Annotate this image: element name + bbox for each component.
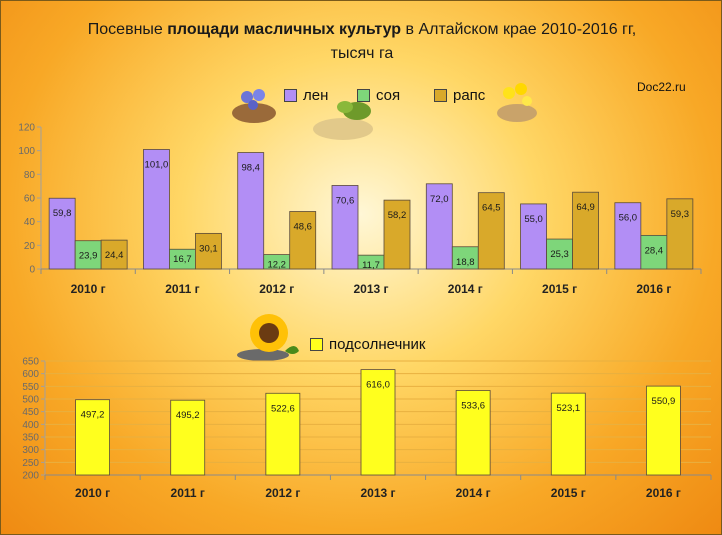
legend-swatch-len: [284, 89, 297, 102]
bar-len: [48, 197, 76, 270]
x-tick-label: 2016 г: [636, 282, 671, 296]
data-label: 16,7: [173, 254, 192, 265]
bar-raps: [195, 232, 222, 270]
y-tick-label: 650: [22, 357, 39, 368]
data-label: 72,0: [430, 194, 449, 205]
bar-raps: [100, 239, 128, 270]
x-tick-label: 2014 г: [448, 282, 483, 296]
y-tick-label: 600: [22, 369, 39, 380]
data-label: 495,2: [176, 410, 200, 421]
data-label: 70,6: [336, 195, 355, 206]
soybeans-image: [313, 101, 373, 140]
y-tick-label: 100: [18, 146, 35, 157]
y-tick-label: 500: [22, 395, 39, 406]
x-tick-label: 2011 г: [171, 486, 205, 500]
bar-raps: [666, 198, 694, 270]
data-label: 56,0: [619, 213, 638, 224]
y-tick-label: 350: [22, 433, 39, 444]
x-tick-label: 2015 г: [542, 282, 577, 296]
bar-raps: [572, 191, 599, 270]
bar-len: [331, 185, 359, 270]
data-label: 30,1: [199, 243, 218, 254]
y-tick-label: 300: [22, 445, 39, 456]
bar-raps: [383, 199, 411, 270]
x-tick-label: 2010 г: [71, 282, 106, 296]
data-label: 28,4: [645, 245, 664, 256]
y-tick-label: 20: [24, 241, 36, 252]
data-label: 58,2: [388, 210, 407, 221]
data-label: 523,1: [556, 403, 580, 414]
x-tick-label: 2016 г: [646, 486, 681, 500]
data-label: 98,4: [241, 163, 260, 174]
data-label: 616,0: [366, 380, 390, 391]
bar-podsolnechnik: [646, 385, 681, 476]
bar-podsolnechnik: [75, 399, 110, 476]
legend-soya: соя: [357, 87, 400, 104]
data-label: 533,6: [461, 400, 485, 411]
bar-podsolnechnik: [455, 390, 491, 476]
bar-podsolnechnik: [550, 392, 586, 476]
y-tick-label: 450: [22, 407, 39, 418]
bar-raps: [477, 192, 505, 270]
bar-raps: [289, 211, 317, 270]
bar-len: [143, 149, 170, 270]
data-label: 59,3: [671, 209, 690, 220]
y-tick-label: 120: [18, 123, 35, 134]
chart-title-unit: тысяч га: [330, 45, 394, 62]
data-label: 12,2: [267, 260, 286, 271]
y-tick-label: 0: [29, 265, 35, 276]
x-tick-label: 2015 г: [551, 486, 586, 500]
bar-len: [237, 152, 265, 270]
data-label: 59,8: [53, 208, 72, 219]
rapeseed-image: [497, 83, 537, 122]
legend-swatch-podsolnechnik: [310, 338, 323, 351]
legend-podsolnechnik: подсолнечник: [310, 336, 426, 353]
data-label: 497,2: [81, 410, 105, 421]
sunflower-image: [237, 314, 299, 361]
x-tick-label: 2013 г: [360, 486, 395, 500]
x-tick-label: 2012 г: [259, 282, 294, 296]
data-label: 24,4: [105, 250, 124, 261]
x-tick-label: 2013 г: [353, 282, 388, 296]
data-label: 48,6: [293, 221, 312, 232]
data-label: 55,0: [524, 214, 543, 225]
legend-len: лен: [284, 87, 328, 104]
y-tick-label: 60: [24, 194, 36, 205]
data-label: 64,5: [482, 203, 501, 214]
data-label: 522,6: [271, 403, 295, 414]
y-tick-label: 40: [24, 217, 36, 228]
x-tick-label: 2012 г: [265, 486, 300, 500]
bar-len: [425, 183, 453, 270]
x-tick-label: 2011 г: [165, 282, 199, 296]
bar-podsolnechnik: [360, 369, 396, 476]
y-tick-label: 400: [22, 420, 39, 431]
bar-soya: [546, 238, 573, 270]
data-label: 25,3: [550, 249, 569, 260]
y-tick-label: 250: [22, 458, 39, 469]
bar-podsolnechnik: [265, 392, 301, 476]
legend-swatch-raps: [434, 89, 447, 102]
data-label: 23,9: [79, 251, 98, 262]
data-label: 18,8: [456, 257, 475, 268]
source-label: Doc22.ru: [637, 80, 686, 94]
bar-podsolnechnik: [170, 399, 206, 476]
bar-len: [614, 202, 642, 270]
legend-raps: рапс: [434, 87, 485, 104]
chart-title: Посевные площади масличных культур в Алт…: [87, 21, 637, 38]
flax-seeds-image: [232, 89, 276, 123]
data-label: 64,9: [576, 202, 595, 213]
data-label: 550,9: [652, 396, 676, 407]
x-tick-label: 2010 г: [75, 486, 110, 500]
data-label: 101,0: [145, 159, 169, 170]
y-tick-label: 550: [22, 382, 39, 393]
y-tick-label: 200: [22, 471, 39, 482]
legend-swatch-soya: [357, 89, 370, 102]
y-tick-label: 80: [24, 170, 36, 181]
bar-len: [520, 203, 547, 270]
x-tick-label: 2014 г: [456, 486, 491, 500]
data-label: 11,7: [362, 260, 380, 271]
